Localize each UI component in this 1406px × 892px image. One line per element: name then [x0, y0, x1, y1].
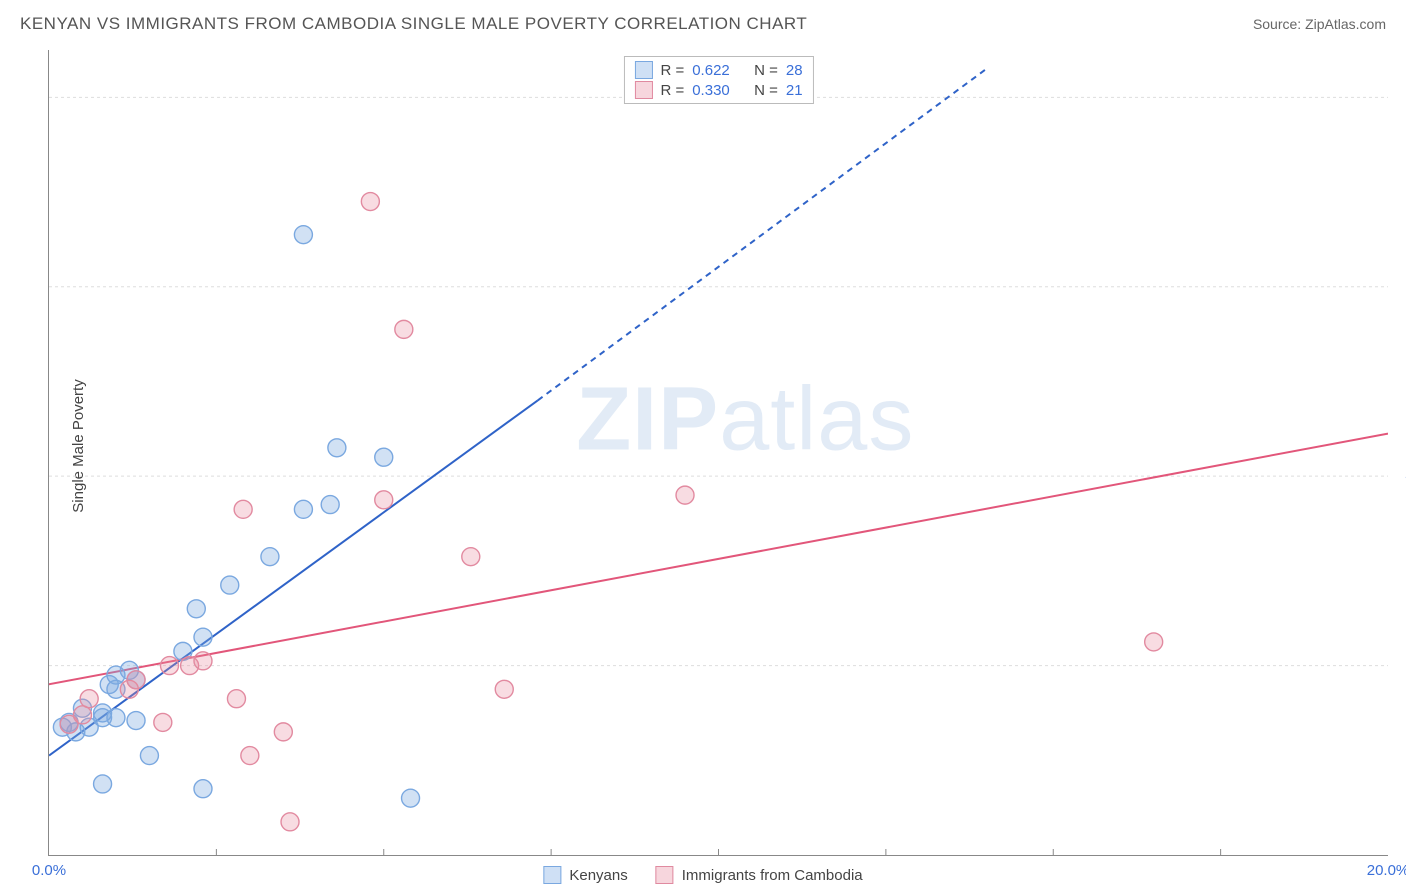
legend-item: Kenyans [543, 866, 627, 884]
legend-stat-row: R = 0.330 N = 21 [634, 80, 802, 100]
chart-svg [49, 50, 1388, 855]
x-tick-label: 0.0% [32, 862, 66, 879]
page-title: KENYAN VS IMMIGRANTS FROM CAMBODIA SINGL… [20, 14, 807, 34]
legend-stat-row: R = 0.622 N = 28 [634, 60, 802, 80]
x-tick-label: 20.0% [1367, 862, 1406, 879]
legend-item: Immigrants from Cambodia [656, 866, 863, 884]
series-legend: Kenyans Immigrants from Cambodia [543, 866, 862, 884]
correlation-legend: R = 0.622 N = 28 R = 0.330 N = 21 [623, 56, 813, 104]
source-attribution: Source: ZipAtlas.com [1253, 16, 1386, 32]
scatter-chart: ZIPatlas R = 0.622 N = 28 R = 0.330 N = … [48, 50, 1388, 856]
